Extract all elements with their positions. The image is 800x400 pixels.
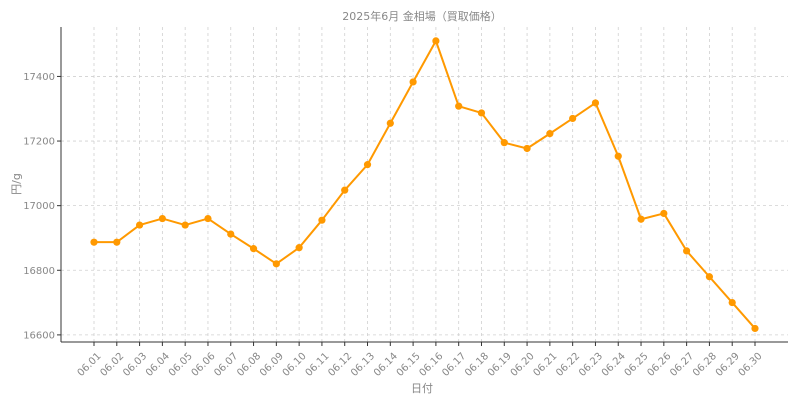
grid-layer bbox=[61, 27, 788, 342]
chart-title: 2025年6月 金相場（買取価格） bbox=[342, 9, 502, 23]
data-point bbox=[135, 221, 144, 229]
x-tick-label: 06.07 bbox=[212, 351, 240, 379]
data-point bbox=[158, 214, 166, 223]
data-point bbox=[386, 119, 394, 127]
data-point bbox=[751, 324, 759, 333]
x-tick-label: 06.24 bbox=[600, 351, 628, 379]
data-point bbox=[728, 298, 736, 307]
x-tick-label: 06.19 bbox=[486, 351, 514, 379]
x-tick-label: 06.21 bbox=[531, 351, 559, 379]
series-layer bbox=[90, 37, 759, 333]
data-point bbox=[660, 209, 668, 218]
data-point bbox=[523, 144, 531, 153]
x-tick-label: 06.20 bbox=[509, 351, 537, 379]
data-point bbox=[341, 186, 349, 194]
x-tick-label: 06.23 bbox=[577, 351, 605, 379]
data-point bbox=[409, 78, 417, 86]
data-point bbox=[272, 260, 280, 268]
data-point bbox=[614, 152, 622, 160]
x-tick-label: 06.28 bbox=[691, 351, 719, 379]
data-point bbox=[500, 139, 508, 147]
x-tick-label: 06.05 bbox=[167, 351, 195, 379]
y-axis-label: 円/g bbox=[10, 173, 23, 195]
x-tick-label: 06.01 bbox=[76, 351, 104, 379]
x-tick-label: 06.27 bbox=[668, 351, 696, 379]
y-tick-label: 17400 bbox=[23, 72, 55, 83]
x-tick-label: 06.29 bbox=[714, 351, 742, 379]
x-tick-label: 06.04 bbox=[144, 351, 172, 379]
data-point bbox=[227, 230, 235, 238]
data-point bbox=[432, 37, 440, 45]
x-tick-label: 06.15 bbox=[395, 351, 423, 379]
data-point bbox=[113, 238, 121, 246]
x-axis-label: 日付 bbox=[411, 382, 433, 395]
data-point bbox=[591, 99, 600, 107]
y-tick-label: 17000 bbox=[23, 201, 55, 212]
data-point bbox=[249, 245, 258, 253]
data-point bbox=[546, 130, 554, 138]
x-tick-label: 06.14 bbox=[372, 351, 400, 379]
y-tick-label: 16600 bbox=[23, 330, 55, 341]
x-tick-label: 06.22 bbox=[554, 351, 582, 379]
y-tick-label: 17200 bbox=[23, 137, 55, 148]
data-point bbox=[455, 102, 463, 110]
data-point bbox=[569, 114, 577, 123]
data-point bbox=[477, 109, 486, 117]
x-tick-label: 06.06 bbox=[190, 351, 218, 379]
x-tick-label: 06.25 bbox=[623, 351, 651, 379]
x-tick-label: 06.18 bbox=[463, 351, 491, 379]
x-tick-label: 06.26 bbox=[645, 351, 673, 379]
data-point bbox=[181, 221, 189, 229]
x-tick-label: 06.17 bbox=[440, 351, 468, 379]
x-tick-label: 06.03 bbox=[121, 351, 149, 379]
data-point bbox=[637, 215, 645, 223]
data-point bbox=[363, 161, 372, 169]
x-tick-label: 06.09 bbox=[258, 351, 286, 379]
x-tick-label: 06.30 bbox=[737, 351, 765, 379]
data-point bbox=[318, 216, 326, 224]
data-point bbox=[90, 238, 98, 246]
data-point bbox=[705, 273, 714, 281]
axis-layer bbox=[60, 27, 788, 343]
x-tick-label: 06.12 bbox=[326, 351, 354, 379]
x-tick-label: 06.16 bbox=[418, 351, 446, 379]
x-tick-label: 06.11 bbox=[304, 351, 332, 379]
data-point bbox=[204, 214, 212, 223]
x-tick-label: 06.08 bbox=[235, 351, 263, 379]
series-line bbox=[94, 39, 756, 330]
x-tick-label: 06.13 bbox=[349, 351, 377, 379]
data-point bbox=[295, 244, 303, 252]
y-tick-label: 16800 bbox=[23, 266, 55, 277]
data-point bbox=[683, 247, 691, 255]
x-tick-label: 06.10 bbox=[281, 351, 309, 379]
x-tick-label: 06.02 bbox=[98, 351, 126, 379]
